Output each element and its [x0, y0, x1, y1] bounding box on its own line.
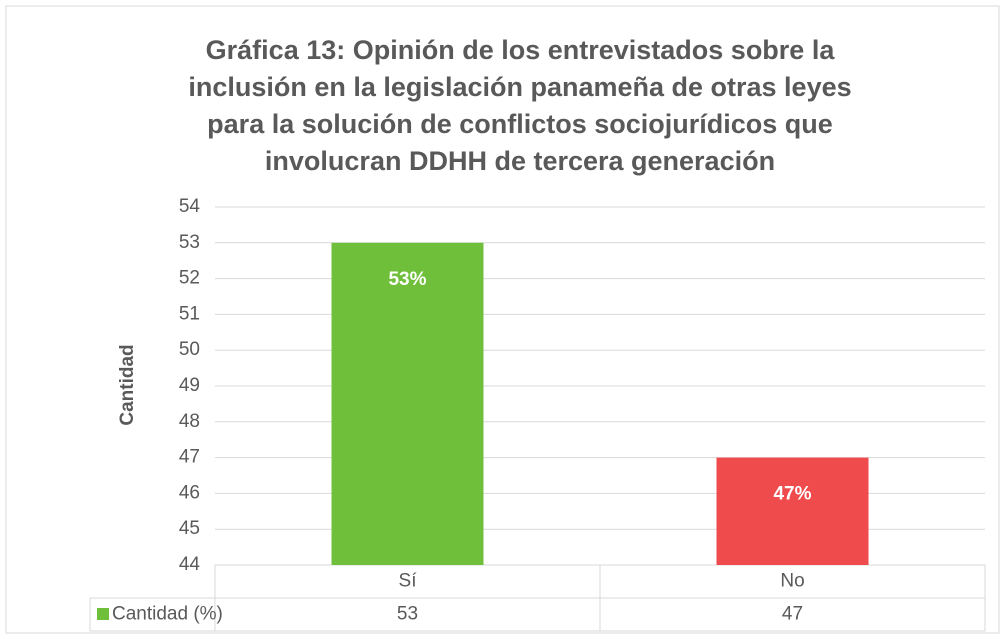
bar — [716, 457, 869, 565]
y-tick-label: 46 — [179, 482, 200, 503]
y-axis-title: Cantidad — [117, 344, 138, 425]
table-value: 53 — [397, 604, 418, 625]
y-tick-label: 50 — [179, 339, 200, 360]
y-tick-label: 48 — [179, 411, 200, 432]
legend-swatch — [97, 608, 109, 620]
y-tick-label: 47 — [179, 447, 200, 468]
y-tick-label: 52 — [179, 268, 200, 289]
data-label: 53% — [388, 269, 426, 290]
y-tick-label: 54 — [179, 196, 201, 217]
data-label: 47% — [773, 484, 811, 505]
chart-title: para la solución de conflictos sociojurí… — [207, 109, 833, 139]
chart-title: inclusión en la legislación panameña de … — [188, 72, 851, 102]
table-value: 47 — [782, 604, 803, 625]
x-tick-label: No — [780, 571, 804, 592]
y-tick-label: 51 — [179, 303, 200, 324]
y-tick-label: 44 — [179, 554, 201, 575]
legend-label: Cantidad (%) — [112, 604, 223, 625]
chart-title: involucran DDHH de tercera generación — [265, 146, 775, 176]
y-tick-label: 53 — [179, 232, 200, 253]
chart-title: Gráfica 13: Opinión de los entrevistados… — [206, 35, 836, 65]
x-tick-label: Sí — [399, 571, 418, 592]
y-tick-label: 49 — [179, 375, 200, 396]
bar — [331, 242, 484, 566]
y-tick-label: 45 — [179, 518, 200, 539]
